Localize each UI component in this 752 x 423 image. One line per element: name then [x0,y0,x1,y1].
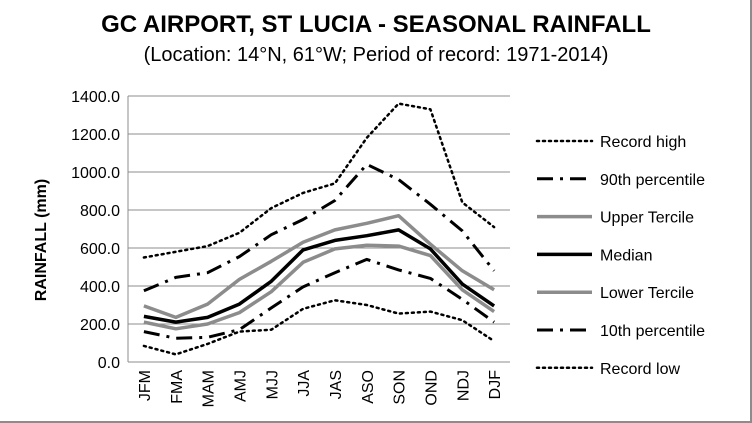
legend-label: Record low [600,361,680,378]
y-tick-label: 600.0 [80,241,120,258]
series-line-upper-tercile [143,213,495,320]
x-tick-label: OND [423,370,440,406]
x-tick-label: JAS [328,370,345,399]
series-line-lower-tercile [143,243,496,331]
chart-subtitle: (Location: 14°N, 61°W; Period of record:… [144,44,609,66]
x-tick-label: MJJ [264,370,281,399]
legend-label: Lower Tercile [600,285,694,302]
y-tick-label: 400.0 [80,279,120,296]
legend-label: Record high [600,134,686,151]
legend-label: 90th percentile [600,172,705,189]
x-tick-label: DJF [487,370,504,400]
x-tick-label: SON [392,370,409,405]
legend-label: Upper Tercile [600,210,694,227]
series-line-median [143,228,496,324]
x-axis-ticks: JFM FMA MAM AMJ MJJ JJA JAS ASO SON OND NDJ DJF [137,370,504,408]
chart-title: GC AIRPORT, ST LUCIA - SEASONAL RAINFALL [101,11,651,38]
y-tick-label: 800.0 [80,203,120,220]
x-tick-label: JJA [296,370,313,397]
legend-label: Median [600,247,652,264]
y-axis-label: RAINFALL (mm) [33,179,50,301]
series-line-90th-percentile [143,162,496,293]
y-tick-label: 1400.0 [71,89,120,106]
x-tick-label: JFM [137,370,154,401]
y-tick-label: 200.0 [80,317,120,334]
x-tick-label: AMJ [232,370,249,402]
x-tick-label: NDJ [455,370,472,401]
x-tick-label: FMA [169,370,186,404]
x-tick-label: MAM [201,370,218,407]
legend-label: 10th percentile [600,323,705,340]
y-axis-ticks: 0.0 200.0 400.0 600.0 800.0 1000.0 1200.0 1400.… [71,89,120,372]
series-line-record-low [142,299,496,356]
x-tick-label: ASO [360,370,377,404]
y-tick-label: 0.0 [98,355,120,372]
legend: Record high 90th percentile Upper Tercile M… [535,134,705,378]
series-lines [142,102,496,356]
y-tick-label: 1200.0 [71,127,120,144]
series-line-record-high [142,102,496,259]
y-tick-label: 1000.0 [71,165,120,182]
